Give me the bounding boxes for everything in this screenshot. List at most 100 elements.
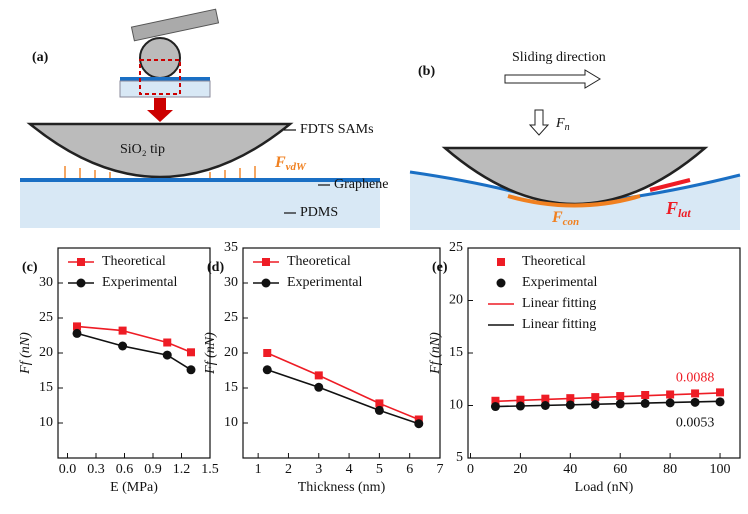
- direction-label: Sliding direction: [512, 50, 606, 65]
- annotation: 0.0053: [676, 416, 715, 431]
- y-tick-label: 25: [449, 240, 463, 255]
- marker: [118, 341, 128, 351]
- marker: [187, 348, 195, 357]
- x-axis-label: Load (nN): [575, 480, 634, 495]
- flat-main: F: [665, 198, 678, 218]
- marker: [374, 405, 384, 415]
- x-axis-label: E (MPa): [110, 480, 158, 495]
- marker: [73, 322, 81, 331]
- legend-label: Theoretical: [287, 254, 351, 269]
- legend-marker: [77, 258, 85, 266]
- diagram-a: (a) SiO₂ tip FDTS SAMs FvdW Graphene PDM…: [20, 8, 388, 228]
- substrate-small: [119, 80, 211, 98]
- vdw-label: FvdW: [274, 154, 307, 173]
- x-axis-label: Thickness (nm): [298, 480, 386, 495]
- y-tick-label: 5: [456, 450, 463, 465]
- legend-marker: [76, 278, 86, 288]
- x-tick-label: 0: [467, 462, 474, 477]
- x-tick-label: 1: [255, 462, 262, 477]
- legend-label: Experimental: [522, 275, 598, 290]
- y-tick-label: 25: [224, 310, 238, 325]
- pointers: [284, 129, 330, 214]
- x-tick-label: 6: [406, 462, 413, 477]
- y-tick-label: 20: [224, 345, 238, 360]
- fn-sub: n: [565, 122, 570, 133]
- y-tick-label: 30: [224, 275, 238, 290]
- zoom-box: [139, 59, 181, 95]
- diagram-b: (b) Sliding direction Fn Fcon Flat: [409, 50, 741, 230]
- marker: [314, 371, 323, 380]
- y-tick-label: 10: [224, 415, 238, 430]
- x-tick-label: 4: [346, 462, 353, 477]
- y-tick-label: 10: [39, 415, 53, 430]
- x-tick-label: 2: [285, 462, 292, 477]
- panel-label: (a): [32, 50, 49, 65]
- legend-label: Experimental: [102, 275, 178, 290]
- marker: [72, 328, 82, 338]
- y-tick-label: 15: [449, 345, 463, 360]
- marker: [118, 326, 127, 335]
- y-tick-label: 10: [449, 398, 463, 413]
- legend-marker: [261, 278, 271, 288]
- pdms-label: PDMS: [300, 205, 338, 220]
- legend-label: Theoretical: [522, 254, 586, 269]
- y-tick-label: 20: [449, 293, 463, 308]
- marker: [263, 349, 272, 357]
- normal-label: Fn: [555, 116, 570, 133]
- y-tick-label: 20: [39, 345, 53, 360]
- tip-label: SiO₂ tip: [120, 142, 165, 157]
- marker: [414, 419, 424, 429]
- x-tick-label: 20: [513, 462, 527, 477]
- sliding-arrow: [504, 69, 601, 89]
- x-tick-label: 0.9: [144, 462, 162, 477]
- x-tick-label: 7: [437, 462, 444, 477]
- x-tick-label: 5: [376, 462, 383, 477]
- y-tick-label: 25: [39, 310, 53, 325]
- marker: [314, 382, 324, 392]
- sphere: [139, 37, 181, 79]
- series-line: [495, 392, 721, 403]
- y-tick-label: 15: [224, 380, 238, 395]
- legend-label: Theoretical: [102, 254, 166, 269]
- fcon-main: F: [551, 209, 563, 226]
- y-axis-label: Ff (nN): [203, 332, 218, 375]
- marker: [716, 388, 725, 397]
- marker: [262, 365, 272, 375]
- x-tick-label: 1.5: [201, 462, 219, 477]
- lateral-line: [649, 178, 691, 192]
- tip: [26, 122, 294, 179]
- normal-arrow: [528, 109, 550, 136]
- series-line: [266, 352, 420, 421]
- graphene-label: Graphene: [334, 177, 388, 192]
- series-line: [495, 400, 721, 408]
- x-tick-label: 100: [710, 462, 731, 477]
- contact-line: [507, 194, 641, 208]
- legend-marker: [262, 258, 270, 266]
- pdms-layer: [20, 182, 380, 228]
- vdw-main: F: [274, 154, 286, 171]
- x-tick-label: 40: [563, 462, 577, 477]
- legend-label: Linear fitting: [522, 317, 596, 332]
- sams-label: FDTS SAMs: [300, 122, 374, 137]
- cantilever: [130, 8, 220, 42]
- pdms-b: [410, 172, 740, 230]
- x-tick-label: 0.6: [116, 462, 134, 477]
- x-tick-label: 60: [613, 462, 627, 477]
- series-line: [76, 332, 192, 371]
- legend-marker: [496, 278, 506, 288]
- series-line: [266, 369, 420, 425]
- x-tick-label: 80: [663, 462, 677, 477]
- marker: [162, 350, 172, 360]
- legend-label: Linear fitting: [522, 296, 596, 311]
- x-tick-label: 0.0: [59, 462, 77, 477]
- flat-sub: lat: [678, 206, 691, 220]
- lateral-label: Flat: [665, 198, 691, 220]
- y-tick-label: 15: [39, 380, 53, 395]
- graphene-small: [120, 77, 210, 81]
- x-tick-label: 1.2: [173, 462, 191, 477]
- series-line: [76, 325, 192, 354]
- marker: [186, 365, 196, 375]
- panel-label: (d): [207, 260, 224, 275]
- x-tick-label: 3: [315, 462, 322, 477]
